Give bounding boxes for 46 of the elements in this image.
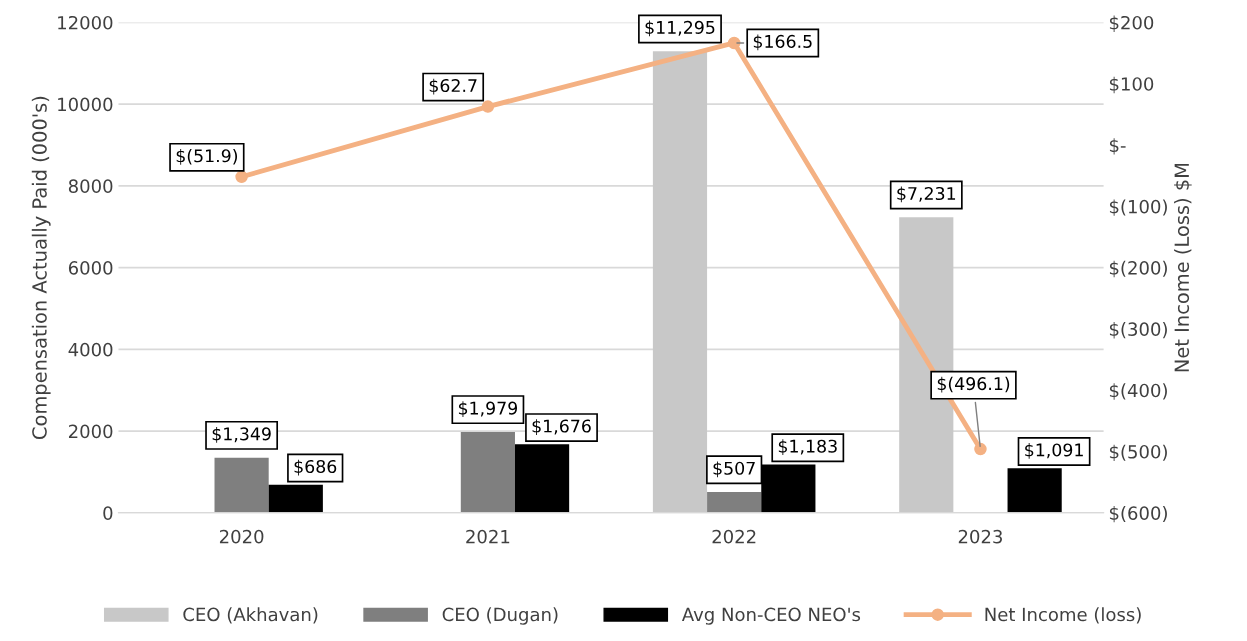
y2-tick-label: $200 — [1109, 15, 1154, 32]
legend-label: Net Income (loss) — [985, 607, 1141, 624]
bar — [652, 51, 708, 513]
data-label: $1,349 — [212, 426, 271, 443]
data-label: $(496.1) — [937, 376, 1010, 393]
data-label: $(51.9) — [176, 148, 238, 165]
point — [481, 100, 495, 113]
y-tick-label: 10000 — [58, 97, 113, 112]
y2-tick-label: $100 — [1109, 76, 1154, 94]
y-tick-label: 12000 — [58, 15, 113, 30]
y2-tick-label: $(300) — [1109, 322, 1167, 339]
data-label: $686 — [294, 459, 337, 476]
data-label: $1,183 — [778, 439, 837, 456]
y2-axis-title: Net Income (Loss) $M — [1174, 163, 1192, 372]
x-tick-label: 2022 — [712, 529, 756, 544]
bar — [707, 492, 762, 513]
y-tick-label: 6000 — [68, 261, 113, 275]
y2-tick-label: $(500) — [1109, 444, 1167, 462]
data-label: $1,091 — [1025, 443, 1083, 459]
y2-tick-label: $(100) — [1109, 199, 1167, 216]
data-label: $166.5 — [753, 34, 812, 51]
y-tick-label: 0 — [103, 506, 113, 520]
data-label: $507 — [713, 461, 755, 478]
data-label: $7,231 — [897, 186, 956, 203]
legend-label: Avg Non-CEO NEO's — [681, 607, 861, 625]
y-tick-label: 8000 — [68, 179, 113, 194]
y2-tick-label: $(200) — [1109, 260, 1167, 278]
bar — [214, 457, 269, 513]
bar — [460, 431, 515, 513]
data-label: $1,676 — [532, 419, 591, 435]
x-tick-label: 2020 — [219, 529, 264, 544]
point — [727, 36, 741, 50]
y-tick-label: 4000 — [68, 342, 113, 357]
y2-tick-label: $- — [1109, 138, 1126, 155]
x-tick-label: 2023 — [958, 529, 1002, 544]
legend-label: CEO (Akhavan) — [183, 607, 318, 624]
point — [235, 170, 248, 184]
y-tick-label: 2000 — [68, 424, 113, 439]
y2-tick-label: $(400) — [1109, 383, 1167, 400]
legend-label: CEO (Dugan) — [442, 607, 558, 625]
data-label: $1,979 — [458, 401, 518, 417]
data-label: $62.7 — [429, 78, 477, 95]
data-label: $11,295 — [645, 20, 715, 37]
y-axis-title: Compensation Actually Paid (000's) — [31, 96, 51, 440]
x-tick-label: 2021 — [466, 529, 510, 544]
y2-tick-label: $(600) — [1109, 505, 1167, 523]
